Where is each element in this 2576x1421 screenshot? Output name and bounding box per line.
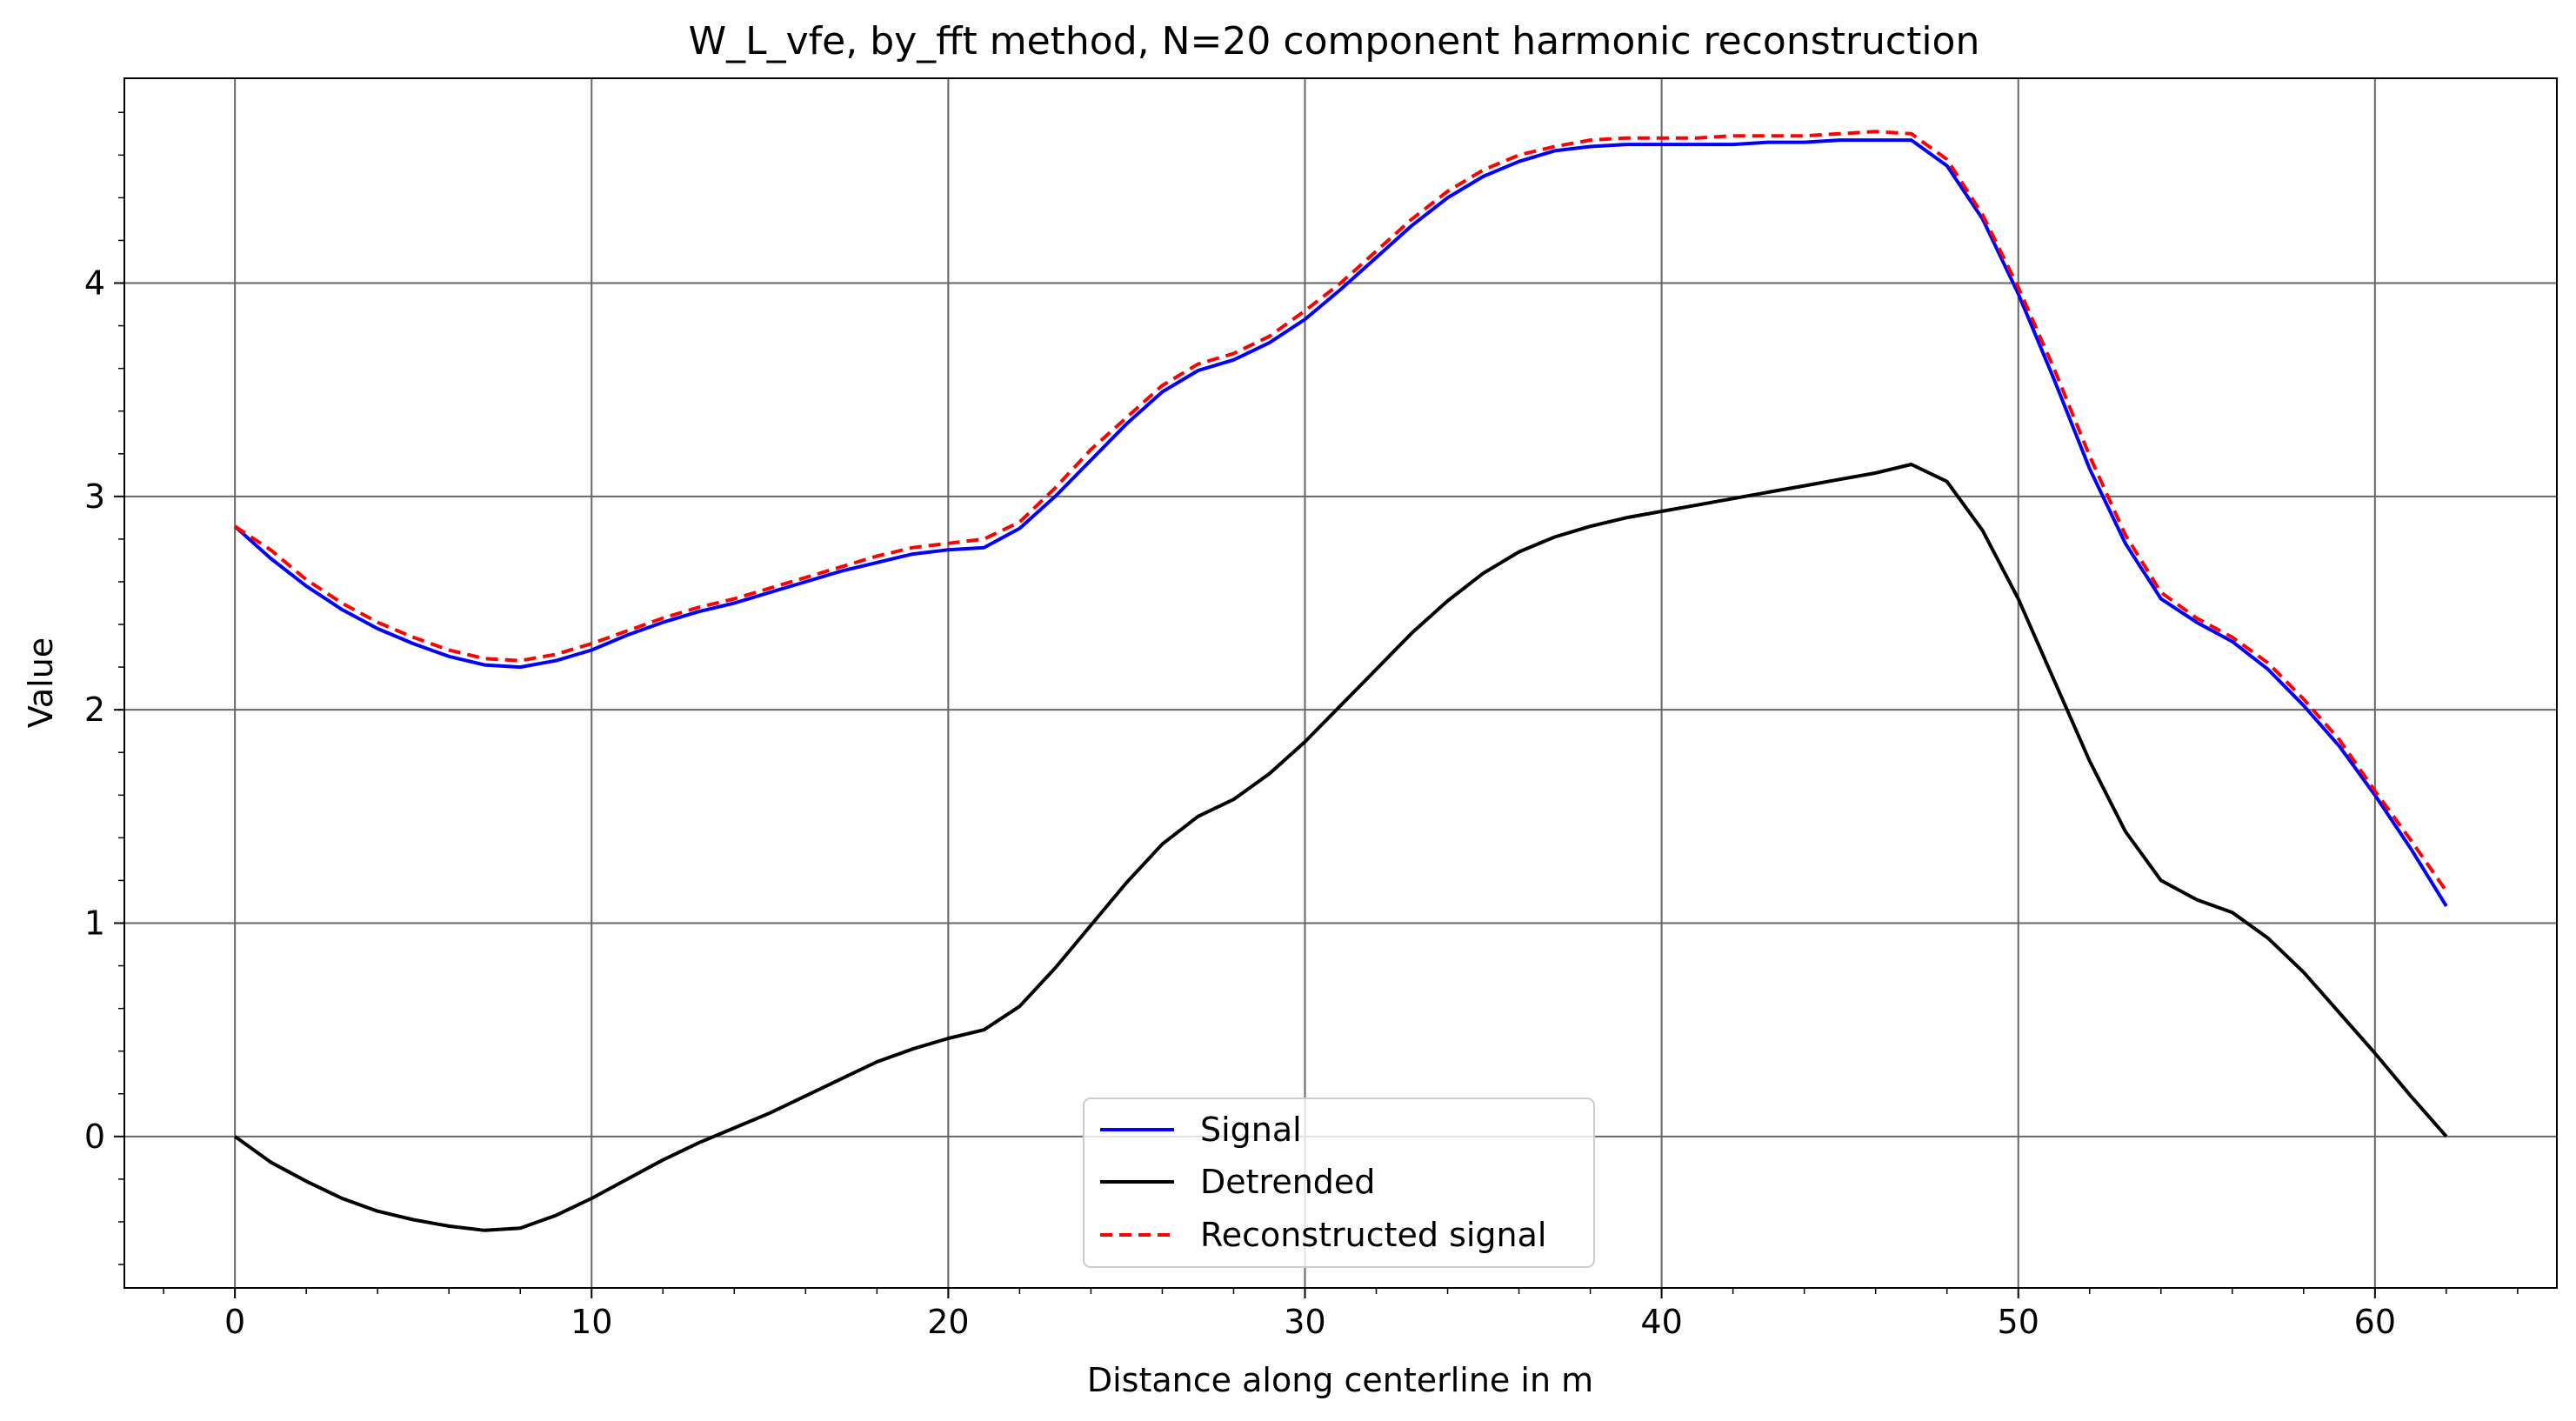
y-tick-label: 1 — [84, 904, 105, 942]
legend-box — [1083, 1097, 1595, 1268]
legend-label-detrended: Detrended — [1200, 1163, 1375, 1201]
series-lines — [233, 130, 2448, 1232]
x-tick-label: 60 — [2354, 1303, 2396, 1341]
series-line-detrended — [233, 463, 2448, 1232]
y-tick-label: 4 — [84, 264, 105, 303]
y-tick-label: 2 — [84, 690, 105, 729]
x-tick-label: 20 — [927, 1303, 969, 1341]
legend-label-signal: Signal — [1200, 1111, 1302, 1149]
y-tick-label: 0 — [84, 1117, 105, 1156]
x-tick-label: 50 — [1998, 1303, 2039, 1341]
chart-title: W_L_vfe, by_fft method, N=20 component h… — [689, 19, 1980, 63]
x-tick-label: 0 — [224, 1303, 245, 1341]
grid — [124, 78, 2557, 1288]
x-tick-label: 30 — [1284, 1303, 1325, 1341]
plot-frame — [123, 77, 2558, 1289]
x-tick-label: 40 — [1640, 1303, 1682, 1341]
plot-area: 0 10 20 30 40 50 60 0 1 2 3 4 — [84, 77, 2558, 1341]
series-line-reconstructed-signal — [234, 130, 2448, 892]
major-ticks: 0 10 20 30 40 50 60 0 1 2 3 4 — [84, 264, 2396, 1341]
x-axis-label: Distance along centerline in m — [1087, 1361, 1593, 1399]
y-tick-label: 3 — [84, 477, 105, 516]
y-axis-label: Value — [22, 637, 60, 728]
x-tick-label: 10 — [571, 1303, 612, 1341]
legend-label-reconstructed: Reconstructed signal — [1200, 1216, 1546, 1254]
series-line-signal — [233, 138, 2448, 907]
legend: Signal Detrended Reconstructed signal — [1083, 1097, 1595, 1268]
